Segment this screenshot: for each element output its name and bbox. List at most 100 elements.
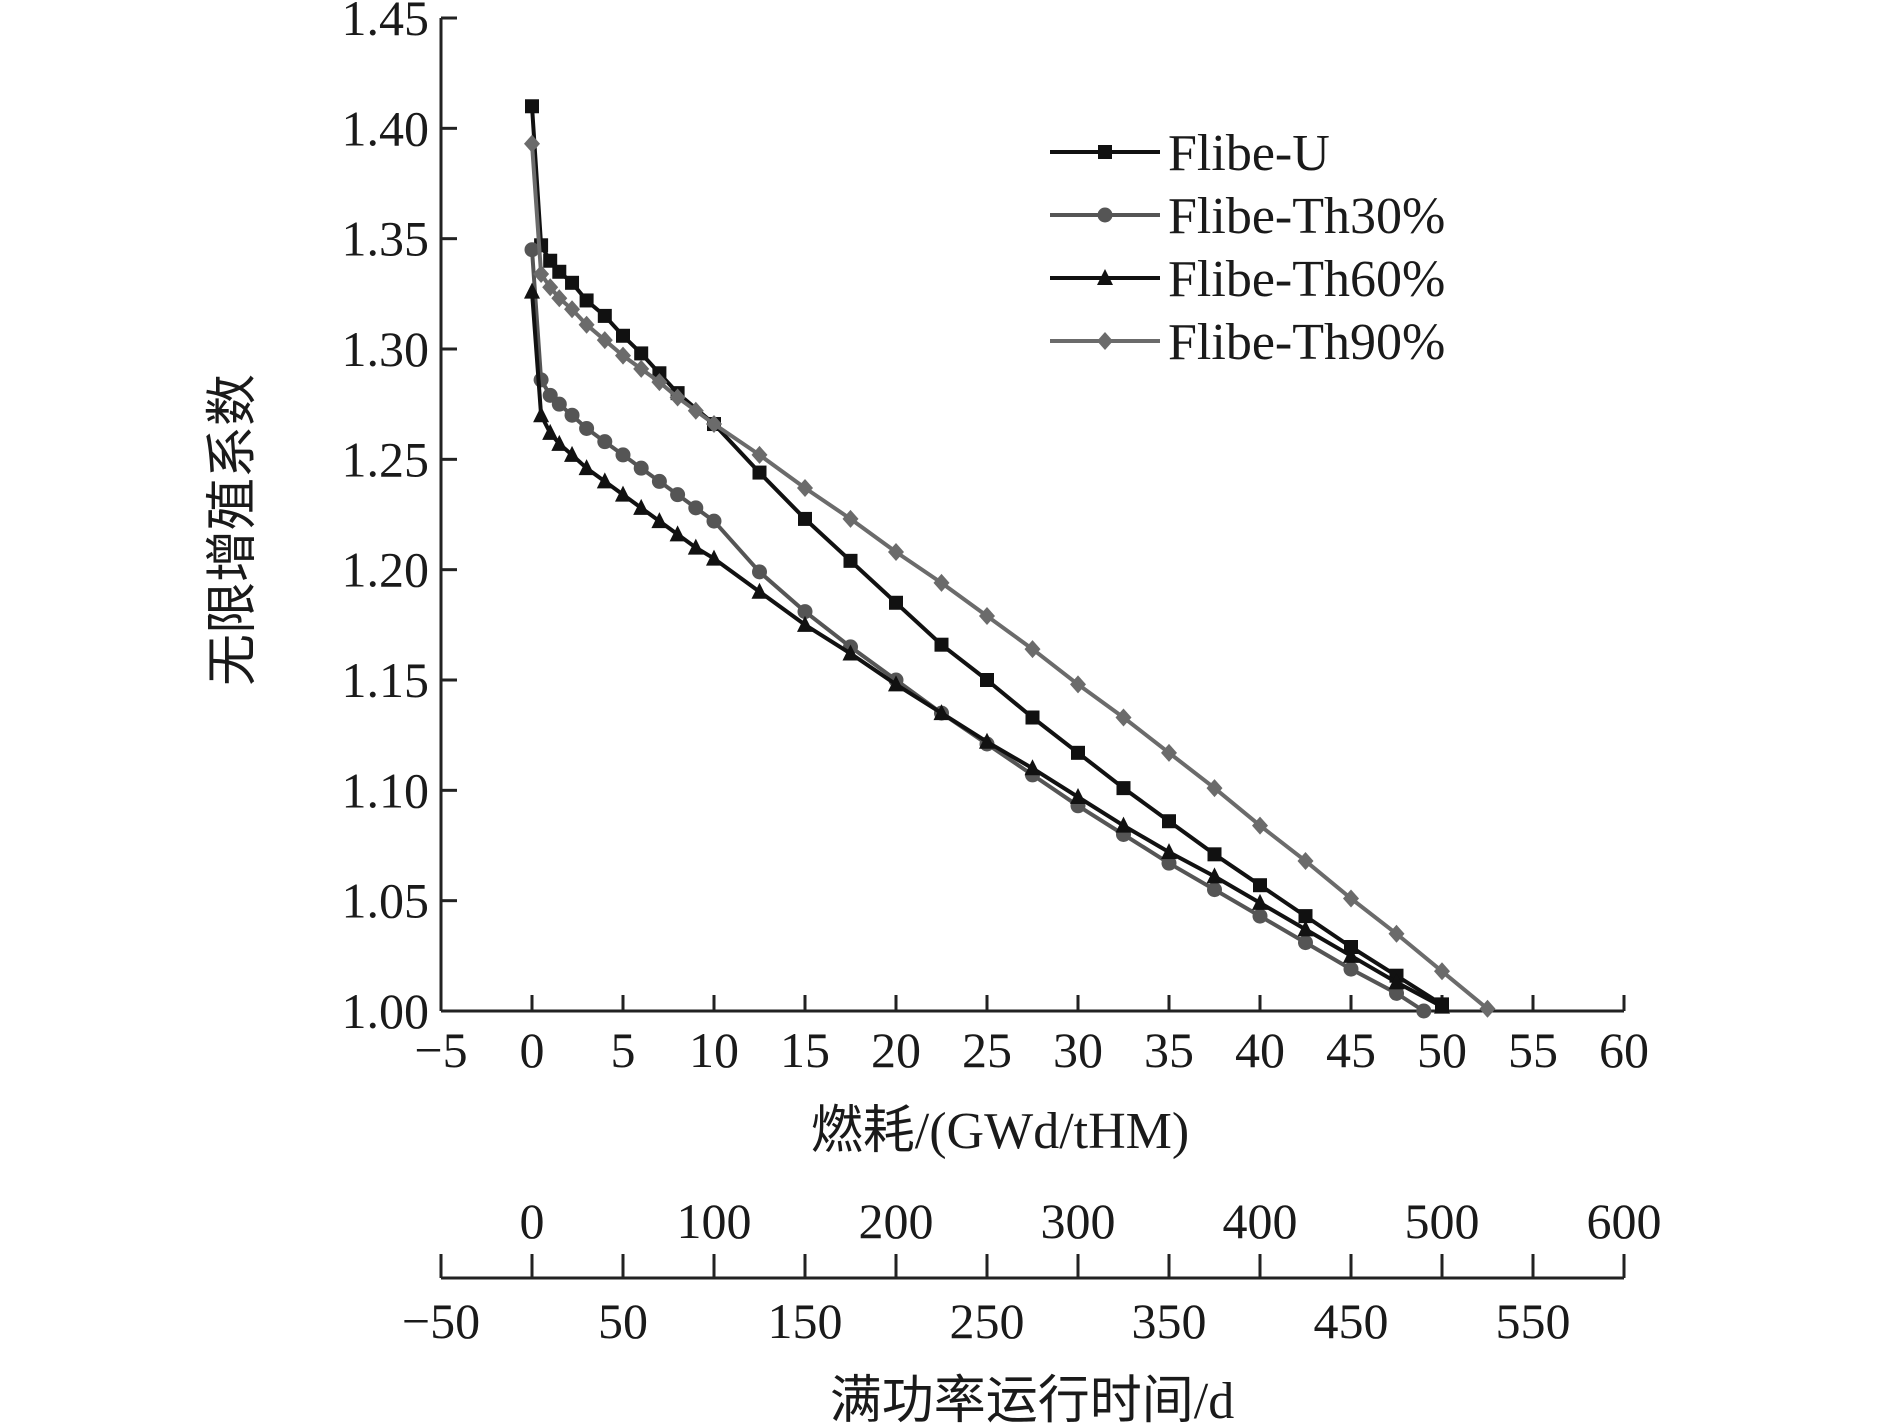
- data-point: [888, 675, 904, 692]
- data-point: [616, 328, 630, 343]
- secondary-axis-lower-label: 50: [598, 1293, 648, 1349]
- data-point: [634, 346, 649, 361]
- secondary-axis-lower-label: 350: [1132, 1293, 1207, 1349]
- data-point: [669, 525, 686, 542]
- data-point: [1162, 814, 1176, 829]
- data-point: [543, 253, 558, 268]
- data-point: [597, 308, 612, 323]
- data-point: [651, 473, 667, 489]
- data-point: [542, 278, 559, 297]
- data-point: [1434, 997, 1450, 1014]
- data-point: [533, 406, 550, 423]
- secondary-axis-upper-label: 400: [1223, 1193, 1298, 1249]
- legend-label: Flibe-Th60%: [1168, 251, 1445, 308]
- legend-item: Flibe-Th60%: [1050, 251, 1445, 308]
- data-point: [979, 607, 995, 626]
- y-tick-label: 1.20: [342, 542, 430, 598]
- data-point: [1298, 935, 1313, 951]
- data-point: [687, 401, 704, 420]
- series-layer: [524, 99, 1496, 1019]
- data-point: [933, 704, 950, 721]
- data-point: [1207, 882, 1222, 898]
- secondary-axis-upper-label: 500: [1405, 1193, 1480, 1249]
- data-point: [1388, 973, 1405, 990]
- data-point: [706, 513, 722, 529]
- data-point: [798, 511, 812, 526]
- data-point: [551, 434, 568, 451]
- data-point: [1024, 640, 1041, 659]
- data-point: [797, 479, 813, 498]
- x-tick-label: 20: [871, 1022, 921, 1078]
- secondary-axis-upper-label: 100: [677, 1193, 752, 1249]
- y-axis-title: 无限增殖系数: [205, 374, 262, 686]
- secondary-axis-lower-label: 150: [768, 1293, 843, 1349]
- data-point: [751, 582, 768, 599]
- y-tick-label: 1.30: [342, 321, 430, 377]
- data-point: [551, 396, 567, 412]
- data-point: [1024, 759, 1041, 776]
- data-point: [1252, 893, 1268, 910]
- data-point: [687, 538, 704, 555]
- data-point: [843, 553, 858, 568]
- data-point: [688, 500, 704, 516]
- data-point: [542, 423, 559, 440]
- data-point: [551, 289, 568, 308]
- x-tick-label: 45: [1326, 1022, 1376, 1078]
- data-point: [980, 673, 994, 687]
- data-point: [579, 420, 595, 436]
- data-point: [596, 331, 613, 350]
- series-flibe-th30-: [524, 242, 1432, 1019]
- data-point: [552, 264, 567, 279]
- data-point: [842, 509, 859, 528]
- data-point: [1252, 816, 1268, 835]
- data-point: [1298, 909, 1313, 924]
- data-point: [615, 485, 631, 502]
- data-point: [1416, 1003, 1432, 1019]
- data-point: [651, 373, 668, 392]
- y-tick-label: 1.15: [342, 652, 430, 708]
- x-tick-label: 55: [1508, 1022, 1558, 1078]
- legend-marker: [1097, 207, 1113, 223]
- x-tick-label: 5: [611, 1022, 636, 1078]
- x-tick-label: 50: [1417, 1022, 1467, 1078]
- data-point: [633, 359, 650, 378]
- y-tick-label: 1.05: [342, 873, 430, 929]
- data-point: [1070, 787, 1086, 804]
- secondary-axis-upper-label: 0: [520, 1193, 545, 1249]
- data-point: [533, 264, 550, 283]
- data-point: [1388, 924, 1405, 943]
- data-point: [979, 732, 995, 749]
- data-point: [596, 472, 613, 489]
- data-point: [615, 447, 631, 463]
- data-point: [934, 637, 949, 652]
- y-tick-label: 1.35: [342, 211, 430, 267]
- data-point: [1207, 847, 1222, 862]
- data-point: [706, 415, 722, 434]
- series-line: [530, 106, 1444, 1007]
- data-point: [1434, 962, 1450, 981]
- data-point: [1206, 779, 1223, 798]
- data-point: [842, 644, 859, 661]
- data-point: [524, 134, 540, 153]
- data-point: [1071, 745, 1085, 760]
- data-point: [1343, 889, 1359, 908]
- data-point: [1116, 781, 1131, 796]
- series-flibe-th90-: [524, 134, 1496, 1018]
- x-tick-label: 25: [962, 1022, 1012, 1078]
- secondary-axis-title: 满功率运行时间/d: [830, 1373, 1234, 1426]
- secondary-axis-lower-label: 250: [950, 1293, 1025, 1349]
- data-point: [1161, 855, 1177, 871]
- y-tick-label: 1.10: [342, 762, 430, 818]
- data-point: [1115, 816, 1132, 833]
- data-point: [1343, 946, 1359, 963]
- x-tick-label: 15: [780, 1022, 830, 1078]
- legend-label: Flibe-Th90%: [1168, 314, 1445, 371]
- data-point: [1070, 675, 1086, 694]
- x-axis-title: 燃耗/(GWd/tHM): [811, 1103, 1189, 1160]
- data-point: [1115, 708, 1132, 727]
- data-point: [533, 372, 549, 388]
- legend-label: Flibe-U: [1168, 125, 1330, 182]
- x-tick-label: 60: [1599, 1022, 1649, 1078]
- data-point: [752, 465, 767, 480]
